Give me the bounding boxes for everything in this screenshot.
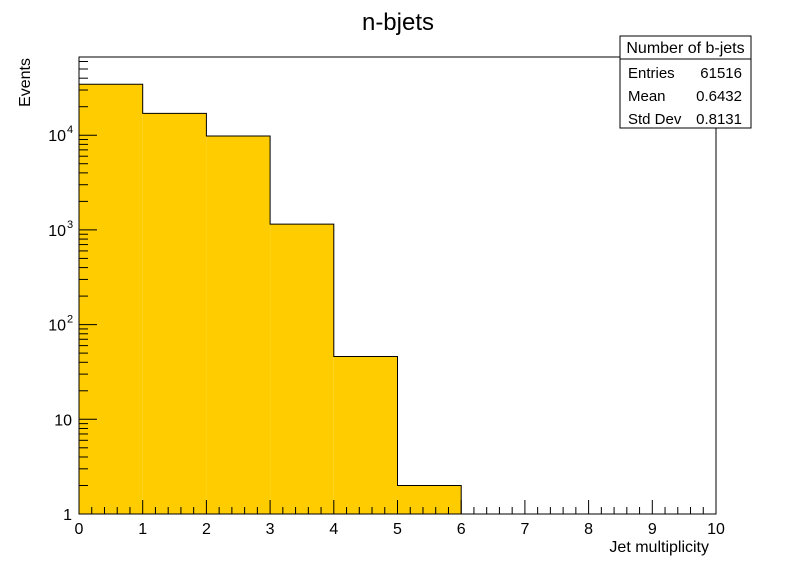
stats-box-title: Number of b-jets bbox=[626, 40, 744, 57]
x-tick-label: 1 bbox=[138, 521, 147, 538]
x-tick-label: 4 bbox=[329, 521, 338, 538]
x-tick-label: 5 bbox=[393, 521, 402, 538]
stats-stddev-label: Std Dev bbox=[628, 111, 682, 128]
x-tick-label: 7 bbox=[520, 521, 529, 538]
x-tick-label: 0 bbox=[75, 521, 84, 538]
histogram-bar-1 bbox=[142, 113, 207, 514]
x-tick-label: 10 bbox=[707, 521, 725, 538]
y-tick-label: 10 bbox=[48, 318, 66, 335]
x-tick-label: 3 bbox=[266, 521, 275, 538]
stats-mean-label: Mean bbox=[628, 88, 666, 105]
x-tick-label: 8 bbox=[584, 521, 593, 538]
histogram-bar-5 bbox=[397, 485, 462, 514]
chart-title: n-bjets bbox=[362, 9, 434, 36]
histogram-bar-2 bbox=[206, 136, 271, 514]
y-axis-label: Events bbox=[17, 58, 34, 107]
y-tick-label: 10 bbox=[48, 223, 66, 240]
histogram-bar-3 bbox=[270, 224, 334, 514]
x-tick-label: 6 bbox=[457, 521, 466, 538]
y-tick-exponent: 3 bbox=[67, 219, 73, 231]
stats-box-frame bbox=[619, 35, 752, 129]
histogram-bar-0 bbox=[79, 84, 143, 515]
histogram-bars bbox=[78, 83, 716, 515]
x-tick-label: 2 bbox=[202, 521, 211, 538]
y-tick-exponent: 4 bbox=[67, 124, 73, 136]
y-tick-label: 10 bbox=[48, 128, 66, 145]
x-tick-label: 9 bbox=[648, 521, 657, 538]
x-axis-label: Jet multiplicity bbox=[609, 539, 709, 556]
y-tick-label: 10 bbox=[54, 412, 72, 429]
y-tick-label: 1 bbox=[63, 507, 72, 524]
stats-mean-value: 0.6432 bbox=[696, 88, 742, 105]
stats-entries-label: Entries bbox=[628, 65, 675, 82]
histogram-bar-4 bbox=[333, 356, 398, 514]
y-tick-exponent: 2 bbox=[67, 314, 73, 326]
stats-entries-value: 61516 bbox=[700, 65, 742, 82]
stats-box: Number of b-jets Entries 61516 Mean 0.64… bbox=[619, 35, 752, 129]
x-axis-ticks: 0 1 2 3 4 5 6 7 8 9 10 bbox=[75, 500, 725, 538]
stats-stddev-value: 0.8131 bbox=[696, 111, 742, 128]
